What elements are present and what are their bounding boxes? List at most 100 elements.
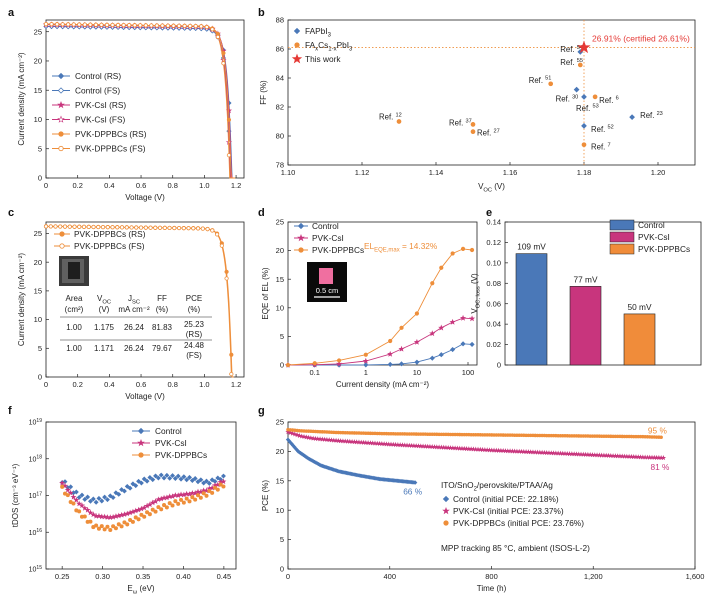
data-point [577, 62, 583, 68]
y-tick-label: 25 [276, 418, 284, 427]
text-segment: V [478, 182, 484, 191]
data-point [162, 503, 167, 508]
legend-label: PVK-CsI [312, 233, 344, 243]
bar [515, 253, 548, 366]
y-tick-label: 20 [34, 258, 42, 267]
x-tick-label: 0.30 [95, 572, 110, 581]
text-segment: Ref. [477, 129, 493, 138]
data-point [398, 361, 405, 367]
legend-label: PVK-DPPBCs (FS) [74, 241, 145, 251]
device-structure: ITO/SnO2/perovskite/PTAA/Ag [441, 480, 553, 492]
x-tick-label: 0.4 [104, 380, 114, 389]
text-segment: 23 [657, 111, 663, 117]
text-segment: 10 [29, 456, 37, 463]
retention-label: 66 % [403, 487, 423, 497]
legend-label: PVK-DPPBCs (FS) [75, 144, 146, 154]
y-tick-label: 84 [276, 74, 284, 83]
data-point [195, 479, 201, 485]
table-header-unit: (%) [188, 305, 201, 314]
ref-label: Ref. 23 [640, 111, 663, 120]
data-point [93, 499, 99, 505]
text-segment: FF [157, 294, 167, 303]
legend-marker [443, 520, 449, 526]
data-point [158, 472, 164, 478]
data-point [164, 472, 170, 478]
data-point [90, 511, 97, 518]
data-point [581, 122, 587, 129]
data-point [188, 23, 193, 29]
legend-label: FAxCs1-xPbI3 [305, 40, 353, 52]
data-point [292, 431, 298, 437]
x-tick-label: 400 [383, 572, 396, 581]
data-point [438, 324, 445, 331]
data-point [181, 500, 186, 505]
data-point [204, 493, 209, 498]
ref-label: Ref. 37 [449, 118, 472, 127]
y-tick-label: 82 [276, 103, 284, 112]
bar [569, 286, 602, 366]
data-point [182, 23, 187, 28]
y-tick-label: 86 [276, 45, 284, 54]
data-point [387, 350, 394, 357]
x-tick-label: 800 [485, 572, 498, 581]
data-point [429, 355, 435, 361]
data-point [167, 225, 172, 231]
retention-label: 81 % [650, 462, 670, 472]
legend-label: PVK-DPPBCs [638, 244, 690, 254]
x-tick-label: 1.2 [231, 380, 241, 389]
text-segment: (eV) [137, 584, 155, 593]
data-point [59, 479, 66, 486]
table-scan-tag: (FS) [186, 351, 202, 360]
data-point [470, 122, 476, 127]
legend-marker [297, 234, 305, 242]
data-point [110, 495, 116, 501]
text-segment: Ref. [599, 96, 615, 105]
table-cell: 1.175 [94, 323, 115, 332]
data-point [43, 224, 49, 229]
data-point [548, 81, 554, 87]
data-point [82, 496, 88, 502]
y-axis-label: Current density (mA cm⁻²) [17, 52, 26, 145]
data-point [470, 129, 476, 135]
legend-marker [442, 495, 450, 503]
data-point [107, 493, 113, 499]
text-segment: Area [66, 294, 83, 303]
data-point [207, 488, 212, 494]
data-point [199, 24, 204, 29]
x-tick-label: 0.2 [72, 181, 82, 190]
data-point [82, 22, 87, 27]
y-tick-label: 5 [38, 344, 42, 353]
y-tick-label: 25 [34, 27, 42, 36]
data-point [138, 23, 143, 28]
text-segment: 6 [616, 96, 619, 102]
y-tick-label: 0.06 [486, 299, 501, 308]
data-point [469, 247, 475, 253]
data-point [136, 478, 142, 484]
data-point [147, 512, 152, 517]
data-point [94, 523, 99, 528]
data-point [88, 519, 93, 524]
text-segment: (%) [156, 305, 169, 314]
data-point [119, 225, 125, 230]
x-tick-label: 100 [462, 368, 475, 377]
y-tick-label: 80 [276, 132, 284, 141]
y-tick-label: 0.14 [486, 218, 501, 227]
legend-marker [293, 27, 301, 35]
table-header: VOC [97, 294, 111, 305]
data-point [82, 514, 87, 519]
data-point [181, 226, 186, 231]
x-tick-label: 0.25 [55, 572, 70, 581]
y-tick-label: 20 [34, 57, 42, 66]
data-point [167, 475, 173, 481]
panel-letter: c [8, 207, 14, 219]
data-point [468, 315, 476, 322]
x-axis-label: Voltage (V) [125, 193, 165, 202]
series [43, 224, 234, 378]
y-tick-label: 1019 [29, 418, 43, 427]
data-point [67, 224, 72, 229]
table-header: FF [157, 294, 167, 303]
text-segment: (V) [470, 273, 479, 286]
ref-label: Ref. 54 [560, 45, 583, 54]
test-condition: MPP tracking 85 °C, ambient (ISOS-L-2) [441, 543, 590, 553]
x-tick-label: 0 [286, 572, 290, 581]
